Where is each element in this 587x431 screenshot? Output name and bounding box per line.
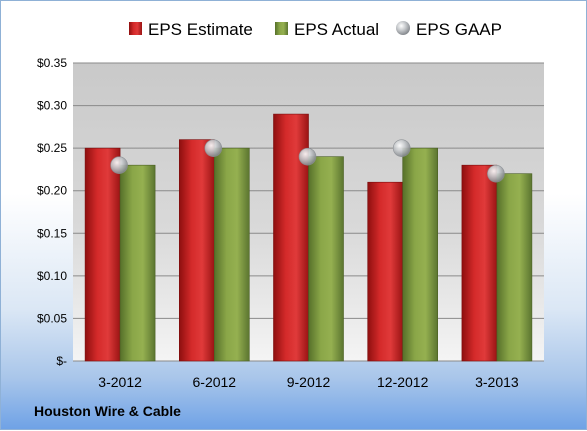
bar-eps-estimate	[84, 147, 121, 362]
bar-eps-actual	[402, 147, 439, 362]
legend-swatch-eps-actual	[275, 22, 288, 35]
x-axis-ticks: 3-2012 6-2012 9-2012 12-2012 3-2013	[98, 374, 519, 390]
y-tick-label: $0.25	[37, 141, 67, 155]
bar-eps-estimate	[367, 181, 404, 362]
y-tick-label: $0.15	[37, 226, 67, 240]
gaap-markers	[110, 139, 505, 183]
bar-eps-actual	[496, 173, 533, 362]
legend-swatch-eps-estimate	[129, 22, 142, 35]
bar-eps-actual	[119, 164, 156, 362]
x-tick-label: 9-2012	[287, 374, 331, 390]
y-tick-label: $0.05	[37, 311, 67, 325]
bar-eps-estimate	[179, 139, 215, 362]
marker-eps-gaap	[110, 156, 128, 174]
y-tick-label: $0.20	[37, 184, 67, 198]
bars	[84, 113, 533, 362]
x-tick-label: 3-2013	[475, 374, 519, 390]
legend: EPS Estimate EPS Actual EPS GAAP	[129, 20, 502, 39]
marker-eps-gaap	[204, 139, 223, 157]
y-tick-label: $-	[56, 354, 67, 368]
bar-eps-actual	[214, 147, 250, 362]
y-tick-label: $0.30	[37, 99, 67, 113]
y-axis-ticks: $- $0.05 $0.10 $0.15 $0.20 $0.25 $0.30 $0.35	[37, 56, 67, 368]
legend-label-eps-gaap: EPS GAAP	[416, 20, 502, 39]
y-tick-label: $0.10	[37, 269, 67, 283]
legend-swatch-eps-gaap	[396, 21, 410, 35]
x-tick-label: 12-2012	[377, 374, 429, 390]
company-label: Houston Wire & Cable	[34, 403, 181, 419]
marker-eps-gaap	[487, 164, 505, 183]
marker-eps-gaap	[298, 147, 317, 166]
x-tick-label: 3-2012	[98, 374, 142, 390]
bar-eps-actual	[308, 156, 344, 362]
y-tick-label: $0.35	[37, 56, 67, 70]
bar-eps-estimate	[461, 164, 498, 362]
legend-label-eps-estimate: EPS Estimate	[148, 20, 253, 39]
marker-eps-gaap	[392, 139, 411, 157]
legend-label-eps-actual: EPS Actual	[294, 20, 379, 39]
x-tick-label: 6-2012	[193, 374, 237, 390]
